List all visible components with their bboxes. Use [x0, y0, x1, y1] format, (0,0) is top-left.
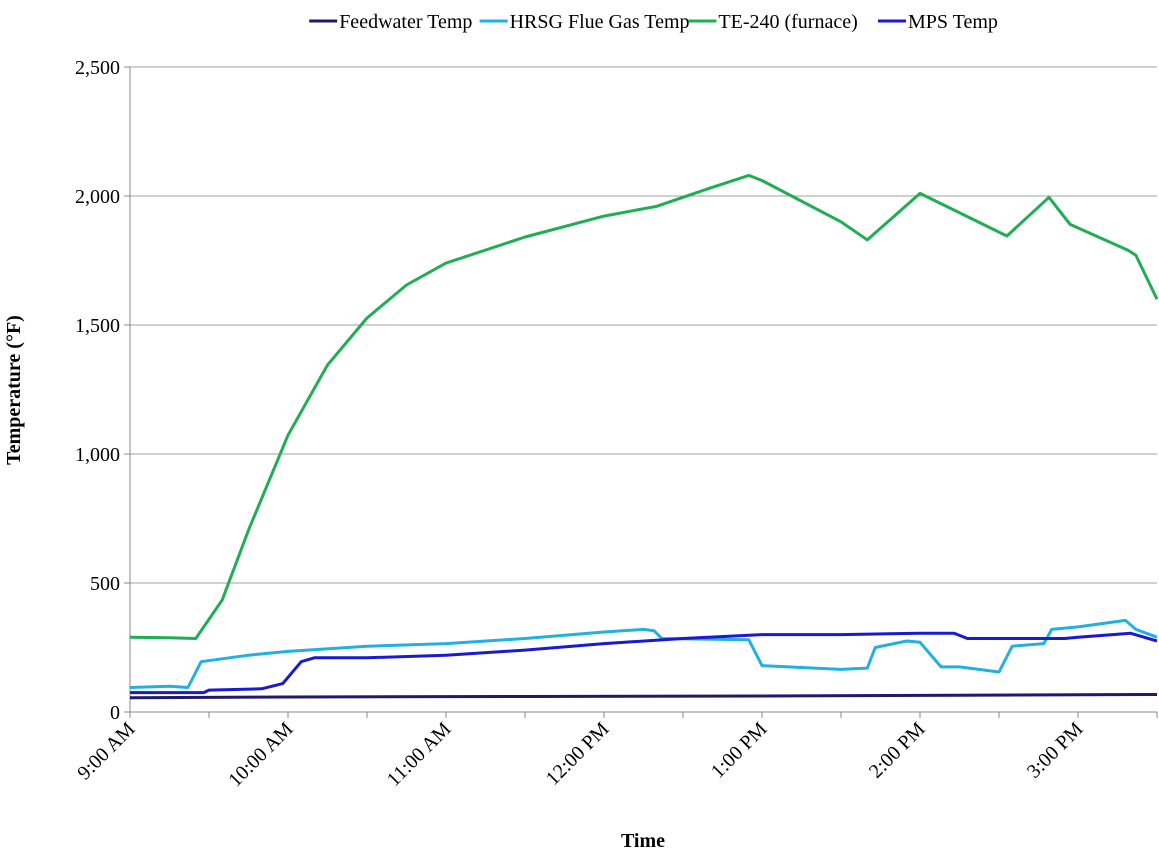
x-tick-label: 3:00 PM — [1023, 718, 1088, 783]
x-tick-label: 2:00 PM — [865, 718, 930, 783]
y-tick-label: 2,500 — [75, 57, 120, 79]
x-axis-label: Time — [621, 830, 665, 852]
x-tick-label: 12:00 PM — [542, 718, 614, 790]
y-tick-label: 1,000 — [75, 444, 120, 466]
x-tick-label: 9:00 AM — [73, 718, 139, 784]
legend-label: Feedwater Temp — [339, 11, 472, 33]
series-line — [130, 631, 1158, 695]
series-line — [129, 693, 1158, 700]
series-line — [129, 618, 1158, 689]
y-tick-label: 500 — [90, 573, 120, 595]
y-axis-label: Temperature (°F) — [3, 315, 25, 465]
y-tick-label: 1,500 — [75, 315, 120, 337]
legend-label: HRSG Flue Gas Temp — [510, 11, 690, 33]
legend-label: MPS Temp — [908, 11, 998, 33]
y-tick-label: 2,000 — [75, 186, 120, 208]
x-tick-label: 10:00 AM — [224, 718, 297, 791]
legend-label: TE-240 (furnace) — [718, 11, 857, 33]
series-line — [129, 173, 1159, 640]
y-tick-label: 0 — [110, 702, 120, 724]
x-tick-label: 11:00 AM — [383, 718, 456, 791]
x-tick-label: 1:00 PM — [707, 718, 772, 783]
